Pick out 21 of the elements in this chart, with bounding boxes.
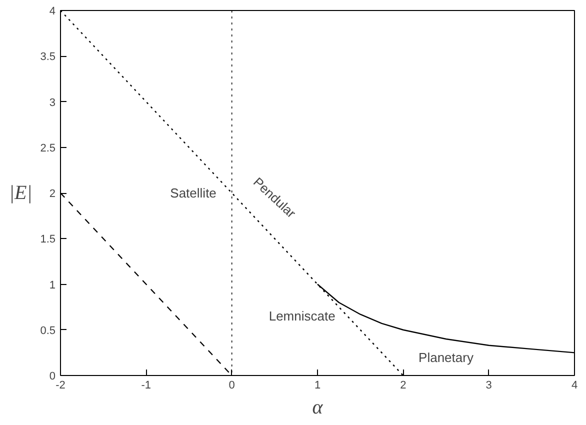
x-tick-label: -2 [56, 380, 66, 392]
x-tick-label: -1 [141, 380, 152, 392]
x-tick-label: 3 [486, 380, 492, 392]
y-tick-label: 1 [49, 279, 56, 292]
y-tick-label: 0 [49, 370, 56, 382]
y-axis-title: |E| [8, 182, 32, 204]
y-tick-label: 0.5 [40, 324, 56, 337]
x-tick-label: 2 [400, 380, 406, 392]
y-tick-label: 2 [49, 188, 56, 200]
annotation: Planetary [418, 350, 474, 365]
annotation: Lemniscate [268, 308, 336, 324]
x-tick-label: 4 [571, 380, 578, 392]
y-tick-label: 2.5 [40, 142, 56, 154]
x-tick-label: 0 [228, 380, 235, 392]
y-tick-label: 1.5 [40, 234, 56, 246]
annotation: Satellite [170, 186, 216, 200]
x-axis-title: α [312, 396, 324, 418]
y-tick-label: 3.5 [40, 51, 56, 64]
y-tick-label: 4 [49, 6, 56, 18]
y-tick-label: 3 [49, 96, 56, 109]
x-tick-label: 1 [314, 380, 321, 392]
